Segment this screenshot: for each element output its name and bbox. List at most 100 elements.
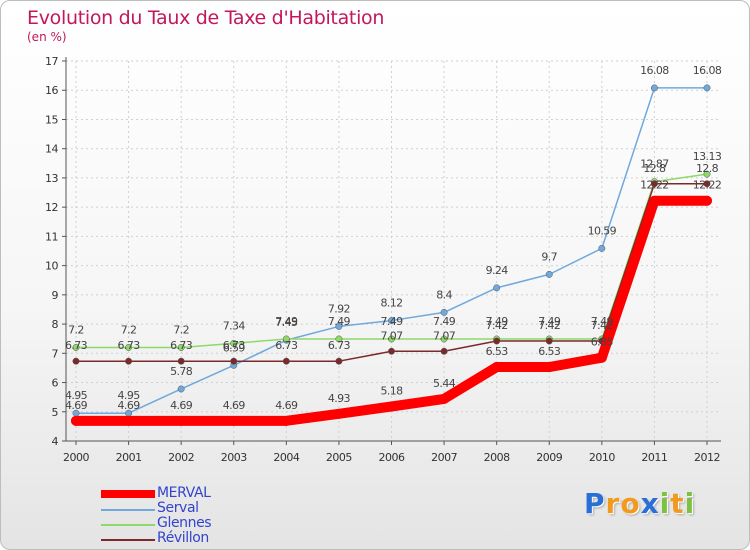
data-label-glennes: 7.2 bbox=[68, 323, 84, 336]
data-point-révillon bbox=[72, 357, 80, 365]
logo-letter: r bbox=[605, 487, 621, 520]
x-tick-label: 2000 bbox=[63, 451, 89, 464]
legend-label-merval: MERVAL bbox=[157, 485, 211, 501]
data-point-merval bbox=[702, 195, 712, 206]
data-point-merval bbox=[386, 401, 397, 412]
data-label-glennes: 7.34 bbox=[223, 319, 246, 332]
data-label-glennes: 13.13 bbox=[693, 150, 722, 163]
data-label-révillon: 7.42 bbox=[591, 319, 613, 332]
data-label-glennes: 7.49 bbox=[380, 315, 403, 328]
data-point-merval bbox=[71, 415, 81, 426]
x-tick-label: 2003 bbox=[221, 451, 247, 464]
data-point-révillon bbox=[282, 357, 290, 365]
data-point-merval bbox=[649, 195, 660, 206]
data-point-glennes bbox=[177, 344, 185, 351]
data-label-glennes: 7.49 bbox=[433, 315, 456, 328]
data-point-merval bbox=[176, 415, 187, 426]
y-tick-label: 17 bbox=[45, 55, 58, 68]
y-tick-label: 8 bbox=[52, 318, 59, 331]
data-label-merval: 5.44 bbox=[433, 377, 456, 390]
y-tick-label: 7 bbox=[52, 347, 59, 360]
data-point-serval bbox=[703, 84, 711, 92]
x-tick-label: 2004 bbox=[273, 451, 299, 464]
y-tick-label: 15 bbox=[45, 113, 58, 126]
data-point-glennes bbox=[388, 335, 395, 343]
data-label-glennes: 7.49 bbox=[328, 315, 351, 328]
data-point-serval bbox=[650, 84, 658, 92]
data-label-glennes: 7.2 bbox=[173, 323, 189, 336]
data-point-serval bbox=[598, 244, 606, 252]
legend-label-serval: Serval bbox=[157, 500, 199, 516]
data-point-serval bbox=[177, 385, 185, 393]
data-label-merval: 4.69 bbox=[275, 399, 298, 412]
data-label-révillon: 12.8 bbox=[643, 162, 666, 175]
data-point-glennes bbox=[335, 335, 343, 343]
chart-title: Evolution du Taux de Taxe d'Habitation bbox=[27, 7, 385, 29]
data-point-merval bbox=[439, 393, 450, 404]
logo-letter: t bbox=[670, 487, 685, 520]
x-tick-label: 2001 bbox=[116, 451, 142, 464]
data-point-glennes bbox=[703, 170, 711, 178]
data-point-glennes bbox=[230, 339, 238, 347]
data-label-glennes: 7.49 bbox=[538, 315, 561, 328]
logo-letter: P bbox=[584, 487, 606, 520]
data-point-serval bbox=[335, 322, 343, 330]
data-label-merval: 4.69 bbox=[118, 399, 141, 412]
logo-letter: i bbox=[684, 487, 696, 520]
data-label-serval: 6.59 bbox=[223, 341, 246, 354]
data-label-serval: 16.08 bbox=[640, 64, 669, 77]
data-label-serval: 9.24 bbox=[486, 264, 509, 277]
x-tick-label: 2008 bbox=[484, 451, 510, 464]
data-point-révillon bbox=[545, 337, 553, 345]
legend-item-serval: Serval bbox=[101, 500, 301, 517]
data-label-serval: 5.78 bbox=[170, 365, 193, 378]
x-tick-label: 2002 bbox=[168, 451, 194, 464]
x-tick-label: 2006 bbox=[379, 451, 405, 464]
data-point-merval bbox=[333, 408, 344, 419]
data-label-serval: 16.08 bbox=[693, 64, 722, 77]
data-point-révillon bbox=[335, 357, 343, 365]
data-label-merval: 4.93 bbox=[328, 392, 351, 405]
data-label-révillon: 7.42 bbox=[538, 319, 560, 332]
data-label-glennes: 7.49 bbox=[275, 315, 298, 328]
y-tick-label: 11 bbox=[45, 230, 58, 243]
data-label-glennes: 7.2 bbox=[121, 323, 137, 336]
data-label-révillon: 6.73 bbox=[170, 339, 193, 352]
data-label-merval: 6.53 bbox=[486, 345, 509, 358]
data-label-révillon: 7.07 bbox=[380, 329, 403, 342]
data-label-révillon: 7.07 bbox=[433, 329, 456, 342]
y-tick-label: 4 bbox=[52, 435, 59, 448]
data-label-serval: 8.12 bbox=[380, 297, 402, 310]
data-point-révillon bbox=[493, 337, 501, 345]
y-tick-label: 14 bbox=[45, 143, 58, 156]
data-label-serval: 8.4 bbox=[436, 288, 452, 301]
y-tick-label: 12 bbox=[45, 201, 58, 214]
proxiti-logo: Proxiti bbox=[584, 487, 695, 520]
data-label-merval: 4.69 bbox=[65, 399, 88, 412]
data-label-révillon: 6.73 bbox=[223, 339, 246, 352]
data-label-serval: 7.92 bbox=[328, 302, 350, 315]
legend-item-glennes: Glennes bbox=[101, 515, 301, 532]
data-point-révillon bbox=[440, 347, 448, 355]
legend-label-glennes: Glennes bbox=[157, 515, 212, 531]
data-point-merval bbox=[544, 362, 555, 373]
logo-letter: i bbox=[659, 487, 671, 520]
data-label-révillon: 7.42 bbox=[486, 319, 508, 332]
data-label-merval: 4.69 bbox=[170, 399, 193, 412]
y-tick-label: 6 bbox=[52, 377, 59, 390]
data-point-merval bbox=[281, 415, 292, 426]
legend-item-revillon: Révillon bbox=[101, 530, 301, 547]
data-point-révillon bbox=[703, 180, 711, 188]
data-label-merval: 6.53 bbox=[538, 345, 561, 358]
data-point-révillon bbox=[388, 347, 395, 355]
x-tick-label: 2007 bbox=[431, 451, 457, 464]
data-label-glennes: 12.87 bbox=[640, 158, 669, 171]
y-tick-label: 13 bbox=[45, 172, 58, 185]
legend-swatch-glennes bbox=[101, 524, 155, 526]
y-tick-label: 5 bbox=[52, 406, 59, 419]
data-label-révillon: 12.8 bbox=[696, 162, 719, 175]
data-label-merval: 12.22 bbox=[693, 179, 722, 192]
data-label-serval: 4.95 bbox=[118, 389, 141, 402]
data-label-glennes: 7.49 bbox=[591, 315, 614, 328]
logo-letter: x bbox=[640, 487, 660, 520]
